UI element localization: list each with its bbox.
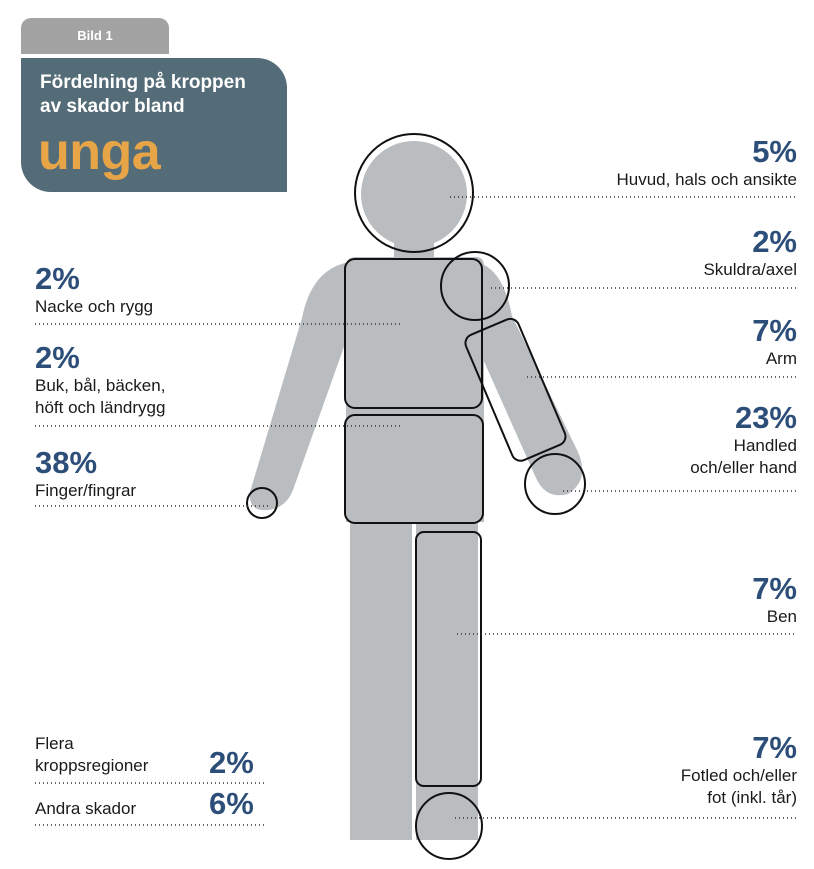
head-outline <box>354 133 474 253</box>
ankle-name-1: Fotled och/eller <box>680 766 797 785</box>
label-neck-back: 2% Nacke och rygg <box>35 262 153 318</box>
abdomen-percent: 2% <box>35 340 80 375</box>
torso-shape <box>346 257 484 522</box>
finger-outline <box>246 487 278 519</box>
label-abdomen: 2% Buk, bål, bäcken, höft och ländrygg <box>35 341 165 419</box>
leader-lines <box>35 196 797 826</box>
hand-outline <box>524 453 586 515</box>
figure-tab: Bild 1 <box>21 18 169 54</box>
ankle-percent: 7% <box>752 730 797 765</box>
shoulder-percent: 2% <box>752 224 797 259</box>
label-hand: 23% Handled och/eller hand <box>690 401 797 479</box>
title-line-2: av skador bland <box>40 96 185 117</box>
upper-torso-outline <box>344 258 483 409</box>
foot-outline <box>415 792 483 860</box>
shoulder-outline <box>440 251 510 321</box>
right-leg-shape <box>416 510 478 840</box>
neck-back-name: Nacke och rygg <box>35 297 154 316</box>
neck-back-percent: 2% <box>35 261 80 296</box>
other-percent: 6% <box>209 786 254 821</box>
arm-percent: 7% <box>752 313 797 348</box>
head-percent: 5% <box>752 134 797 169</box>
shoulder-name: Skuldra/axel <box>703 260 797 279</box>
leg-percent: 7% <box>752 571 797 606</box>
arm-name: Arm <box>765 349 797 368</box>
right-arm-shape <box>470 262 583 496</box>
ankle-name-2: fot (inkl. tår) <box>707 788 797 807</box>
label-shoulder: 2% Skuldra/axel <box>703 225 797 281</box>
title-text: Fördelning på kroppen av skador bland <box>40 71 280 119</box>
title-highlight: unga <box>38 123 161 181</box>
label-multiple: Flera kroppsregioner <box>35 733 148 777</box>
leg-outline <box>415 531 482 787</box>
hand-name-2: och/eller hand <box>690 458 797 477</box>
left-leg-shape <box>350 510 412 840</box>
abdomen-name-2: höft och ländrygg <box>35 398 166 417</box>
abdomen-name-1: Buk, bål, bäcken, <box>35 376 166 395</box>
leg-name: Ben <box>766 607 797 626</box>
label-arm: 7% Arm <box>752 314 797 370</box>
label-finger: 38% Finger/fingrar <box>35 446 136 502</box>
label-head: 5% Huvud, hals och ansikte <box>617 135 798 191</box>
multiple-percent: 2% <box>209 745 254 780</box>
multiple-name-1: Flera <box>35 734 74 753</box>
finger-percent: 38% <box>35 445 98 480</box>
head-name: Huvud, hals och ansikte <box>616 170 798 189</box>
left-arm-shape <box>249 262 350 511</box>
title-box: Fördelning på kroppen av skador bland un… <box>21 58 287 192</box>
hand-name-1: Handled <box>733 436 797 455</box>
lower-torso-outline <box>344 414 484 524</box>
label-leg: 7% Ben <box>752 572 797 628</box>
hand-percent: 23% <box>734 400 797 435</box>
region-outlines <box>246 133 586 860</box>
other-name: Andra skador <box>35 799 137 818</box>
title-line-1: Fördelning på kroppen <box>40 72 246 93</box>
multiple-name-2: kroppsregioner <box>35 756 149 775</box>
arm-outline <box>464 317 567 462</box>
head-shape <box>361 141 467 247</box>
finger-name: Finger/fingrar <box>35 481 137 500</box>
label-ankle: 7% Fotled och/eller fot (inkl. tår) <box>681 731 797 809</box>
